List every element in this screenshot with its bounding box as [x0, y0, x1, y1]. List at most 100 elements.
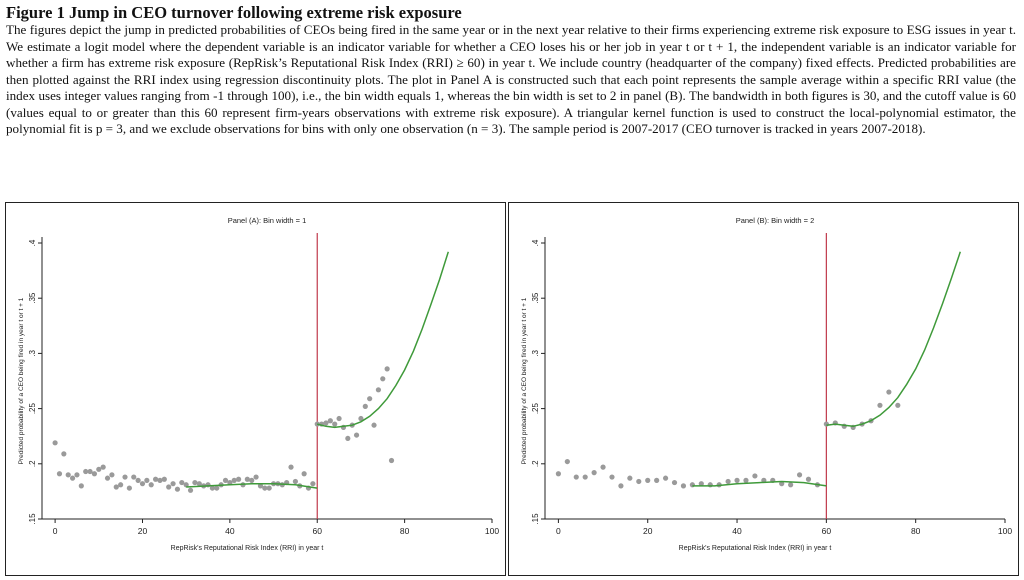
- panel-a-data-point: [52, 440, 58, 446]
- panel-a-data-point: [257, 483, 264, 489]
- panel-b-data-point: [609, 474, 615, 480]
- panel-a-data-point: [174, 486, 181, 492]
- panel-a-data-point: [91, 471, 98, 477]
- panel-b-data-point: [600, 464, 606, 470]
- panel-a-data-point: [227, 479, 233, 486]
- panel-a-x-tick-label: 60: [313, 526, 323, 536]
- panel-a-data-point: [244, 476, 250, 482]
- panel-a-data-point: [87, 468, 93, 475]
- panel-a-data-point: [231, 477, 237, 483]
- panel-b-data-point: [877, 402, 883, 408]
- panel-a-data-point: [148, 482, 154, 488]
- panel-b-title: Panel (B): Bin width = 2: [736, 216, 815, 225]
- panel-a-data-point: [157, 477, 163, 483]
- panel-b-data-point: [555, 471, 561, 477]
- panel-b-y-tick-label: .3: [531, 350, 540, 357]
- panel-a-data-point: [358, 415, 364, 422]
- panel-b-data-point: [564, 458, 570, 465]
- panel-b-data-point: [636, 478, 642, 485]
- panel-a-data-point: [183, 482, 189, 488]
- panel-a-data-point: [192, 479, 198, 486]
- panel-a-data-point: [56, 471, 63, 477]
- figure-title: Figure 1 Jump in CEO turnover following …: [6, 3, 462, 22]
- panel-a-y-tick-label: .4: [28, 239, 37, 246]
- panel-a-data-point: [209, 485, 215, 491]
- panel-a-data-point: [126, 485, 132, 491]
- panel-a-data-point: [100, 464, 106, 470]
- panel-a-fit-right: [317, 251, 450, 429]
- panel-b-frame: Panel (B): Bin width = 2 .15 .2 .25 .3 .35 .4 0…: [508, 202, 1019, 576]
- panel-a-data-point: [122, 474, 128, 480]
- panel-b-y-tick-label: .2: [531, 460, 540, 467]
- panel-b-data-point: [573, 474, 579, 480]
- panel-a-data-point: [332, 421, 338, 427]
- panel-b-x-tick-label: 80: [911, 526, 921, 536]
- panel-a-data-point: [104, 475, 111, 481]
- panel-a-data-point: [380, 376, 386, 382]
- panel-a-data-point: [74, 472, 80, 478]
- panel-a-data-point: [109, 472, 115, 478]
- panel-b-y-tick-label: .25: [531, 402, 540, 414]
- panel-a-data-point: [179, 479, 185, 486]
- panel-a-data-point: [288, 464, 294, 470]
- panel-a-data-point: [367, 396, 373, 402]
- panel-a-x-tick-label: 20: [138, 526, 148, 536]
- panel-a-data-point: [384, 366, 390, 372]
- panel-a-data-point: [336, 415, 342, 422]
- panel-b-data-point: [886, 389, 892, 395]
- panel-b-x-tick-label: 0: [556, 526, 561, 536]
- panel-a-data-point: [131, 474, 137, 480]
- panel-a-data-point: [161, 476, 167, 482]
- panel-a-data-point: [144, 477, 150, 483]
- panel-a-data-point: [292, 478, 298, 485]
- panel-b-data-point: [743, 477, 749, 483]
- panel-a-data-point: [135, 477, 141, 483]
- panel-a-data-point: [262, 485, 268, 491]
- panel-a-data-point: [69, 475, 76, 481]
- panel-a-data-point: [253, 474, 259, 480]
- panel-a-data-point: [65, 472, 71, 478]
- panel-b-data-point: [618, 483, 624, 489]
- panel-a-chart: Panel (A): Bin width = 1 .15 .2 .25 .3 .35 .4 0…: [18, 216, 499, 552]
- panel-b-y-tick-label: .4: [531, 239, 540, 246]
- panel-a-data-point: [236, 476, 242, 482]
- panel-b-data-point: [725, 478, 731, 485]
- panel-a-data-point: [166, 484, 172, 490]
- figure-caption: The figures depict the jump in predicted…: [6, 22, 1016, 136]
- panel-a-frame: Panel (A): Bin width = 1 .15 .2 .25 .3 .35 .4 0…: [5, 202, 506, 576]
- panel-a-data-point: [327, 418, 333, 424]
- panel-a-data-point: [249, 477, 255, 483]
- panel-a-y-tick-label: .25: [28, 402, 37, 414]
- panel-b-x-tick-label: 100: [998, 526, 1012, 536]
- panel-a-data-point: [152, 476, 159, 482]
- panel-b-data-point: [698, 481, 704, 487]
- panel-b-data-point: [779, 481, 785, 487]
- panel-b-x-label: RepRisk's Reputational Risk Index (RRI) …: [679, 545, 832, 552]
- panel-b-data-point: [752, 473, 758, 479]
- panel-b-x-tick-label: 60: [822, 526, 832, 536]
- panel-a-data-point: [301, 471, 307, 477]
- panel-a-data-point: [345, 435, 351, 442]
- panel-a-data-point: [139, 481, 146, 487]
- panel-b-data-point: [654, 477, 660, 483]
- panel-a-data-point: [187, 487, 194, 493]
- panel-a-fit-left: [186, 482, 318, 489]
- panel-a-data-point: [371, 422, 377, 428]
- panel-b-data-point: [671, 479, 678, 486]
- panel-b-data-point: [582, 474, 588, 480]
- panel-b-data-point: [788, 482, 794, 488]
- panel-a-y-tick-label: .2: [28, 460, 37, 467]
- panel-a-x-tick-label: 100: [485, 526, 499, 536]
- panel-a-data-point: [222, 477, 229, 483]
- panel-b-data-point: [627, 475, 633, 481]
- panel-b-data-point: [796, 472, 803, 478]
- panel-a-data-point: [170, 481, 176, 487]
- panel-a-y-tick-label: .35: [28, 292, 37, 304]
- panel-a-data-point: [362, 403, 368, 409]
- panel-a-y-label: Predicted probability of a CEO being fir…: [18, 297, 25, 464]
- panel-b-data-point: [591, 470, 597, 476]
- panel-a-data-point: [388, 457, 395, 464]
- panel-a-data-point: [118, 482, 124, 488]
- panel-b-x-tick-label: 20: [643, 526, 653, 536]
- panel-a-data-point: [83, 468, 89, 475]
